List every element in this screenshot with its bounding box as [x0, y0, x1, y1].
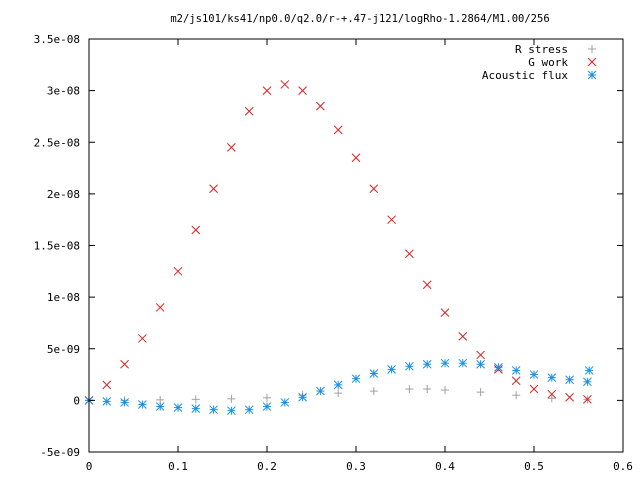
legend-label: Acoustic flux [482, 69, 568, 82]
data-point [244, 106, 254, 116]
data-point [298, 392, 307, 402]
data-point [547, 389, 557, 399]
data-point [280, 398, 290, 407]
data-point [316, 386, 325, 396]
data-point [102, 380, 112, 390]
data-point [369, 184, 379, 194]
data-point [423, 385, 432, 394]
data-point [458, 358, 468, 368]
y-tick-label: 1e-08 [47, 291, 80, 304]
data-point [156, 395, 165, 404]
data-point [351, 374, 361, 384]
data-point [138, 334, 147, 343]
data-point [262, 86, 272, 95]
plot-frame [88, 38, 624, 453]
data-point [583, 394, 592, 404]
x-tick-label: 0.3 [346, 460, 366, 473]
y-tick-label: -5e-09 [40, 446, 80, 459]
x-tick-label: 0.1 [168, 460, 188, 473]
data-point [227, 394, 236, 403]
y-tick-label: 0 [73, 394, 80, 407]
y-tick-label: 2e-08 [47, 188, 80, 201]
legend-marker [587, 57, 597, 67]
data-point [155, 402, 165, 411]
x-tick-label: 0.5 [524, 460, 544, 473]
axes-layer: 0 0.1 0.2 0.3 0.4 0.5 0.6 -5e-09 0 5e-09 1e-08 1.5e… [34, 33, 633, 473]
data-point [405, 385, 414, 394]
series-layer [84, 80, 594, 416]
data-point [565, 375, 574, 385]
data-point [298, 86, 307, 95]
data-point [209, 405, 218, 415]
data-point [138, 400, 147, 409]
data-point [173, 403, 183, 412]
legend-marker [588, 45, 596, 53]
data-point [387, 215, 396, 225]
data-point [227, 406, 236, 416]
data-point [191, 404, 201, 413]
data-point [476, 388, 485, 397]
data-point [405, 249, 414, 259]
data-point [476, 350, 485, 360]
data-point [458, 332, 468, 341]
data-point [529, 384, 539, 394]
data-point [120, 398, 129, 407]
data-point [547, 373, 557, 383]
data-point [120, 359, 129, 369]
data-point [583, 377, 592, 387]
data-point [262, 402, 272, 411]
y-tick-label: 5e-09 [47, 343, 80, 356]
chart-title: m2/js101/ks41/np0.0/q2.0/r-+.47-j121/log… [170, 13, 549, 25]
data-point [511, 376, 521, 386]
data-point [422, 280, 432, 290]
legend-marker [587, 70, 597, 80]
data-point [334, 389, 343, 398]
legend-label: G work [528, 56, 568, 69]
data-point [476, 359, 485, 369]
data-point [440, 308, 450, 317]
data-point [316, 101, 325, 111]
data-point [369, 387, 378, 396]
data-point [333, 380, 343, 390]
data-point [369, 369, 379, 378]
x-tick-label: 0.2 [257, 460, 277, 473]
series-g-work [84, 80, 592, 405]
data-point [440, 358, 450, 368]
y-tick-label: 2.5e-08 [34, 136, 80, 149]
data-point [333, 125, 343, 135]
data-point [565, 392, 574, 402]
data-point [227, 143, 236, 152]
data-point [244, 405, 254, 415]
data-point [191, 225, 201, 235]
data-point [547, 394, 556, 403]
y-tick-label: 1.5e-08 [34, 240, 80, 253]
series-acoustic-flux [84, 358, 594, 416]
data-point [191, 395, 200, 404]
data-point [405, 361, 414, 371]
x-tick-label: 0.6 [613, 460, 633, 473]
x-tick-label: 0.4 [435, 460, 455, 473]
legend-label: R stress [515, 43, 568, 56]
data-point [494, 362, 503, 372]
data-point [351, 153, 361, 163]
data-point [209, 184, 218, 194]
data-point [280, 80, 290, 89]
data-point [529, 370, 539, 379]
data-point [511, 366, 521, 375]
data-point [155, 303, 165, 312]
x-tick-label: 0 [86, 460, 93, 473]
y-tick-label: 3e-08 [47, 85, 80, 98]
data-point [422, 359, 432, 369]
data-point [441, 386, 449, 395]
y-tick-label: 3.5e-08 [34, 33, 80, 46]
data-point [387, 365, 396, 374]
data-point [263, 393, 271, 402]
data-point [102, 397, 112, 406]
data-point [584, 366, 594, 375]
data-point [173, 266, 183, 276]
data-point [512, 391, 521, 400]
